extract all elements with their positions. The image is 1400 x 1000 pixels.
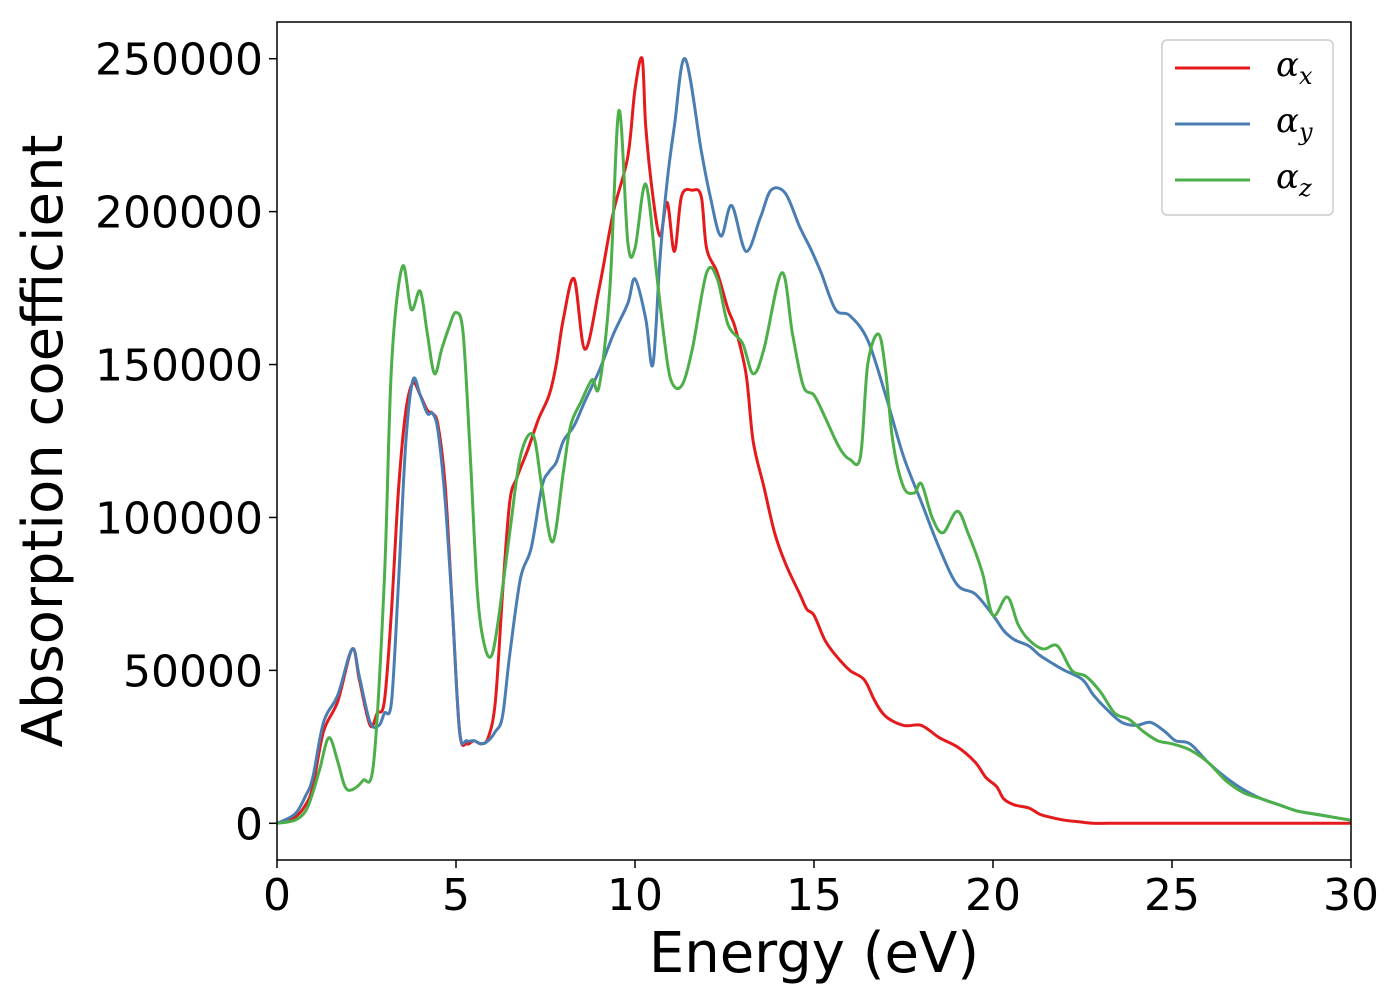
legend-subscript-alpha-x: x bbox=[1299, 62, 1313, 90]
x-tick-label: 30 bbox=[1323, 870, 1379, 921]
legend: αx αy αz bbox=[1161, 39, 1334, 216]
x-axis-ticks: 0 5 10 15 20 25 30 bbox=[263, 860, 1379, 921]
series-layer bbox=[276, 56, 1352, 825]
legend-symbol-alpha-y: α bbox=[1276, 101, 1299, 141]
legend-label-alpha-y: αy bbox=[1276, 101, 1313, 146]
legend-subscript-alpha-z: z bbox=[1298, 174, 1312, 202]
y-tick-label: 250000 bbox=[95, 35, 263, 86]
legend-symbol-alpha-z: α bbox=[1276, 157, 1299, 197]
legend-label-alpha-z: αz bbox=[1276, 157, 1312, 202]
legend-box bbox=[1161, 39, 1334, 216]
legend-symbol-alpha-x: α bbox=[1276, 45, 1299, 85]
x-tick-label: 0 bbox=[263, 870, 291, 921]
x-tick-label: 10 bbox=[607, 870, 663, 921]
series-line-alpha-z bbox=[276, 109, 1352, 825]
y-axis-ticks: 0 50000 100000 150000 200000 250000 bbox=[95, 35, 277, 850]
x-tick-label: 5 bbox=[442, 870, 470, 921]
x-tick-label: 25 bbox=[1144, 870, 1200, 921]
legend-entry-alpha-x: αx bbox=[1175, 45, 1313, 90]
y-tick-label: 150000 bbox=[95, 341, 263, 392]
y-tick-label: 0 bbox=[235, 799, 263, 850]
y-tick-label: 50000 bbox=[123, 646, 263, 697]
legend-entry-alpha-z: αz bbox=[1175, 157, 1312, 202]
x-tick-label: 20 bbox=[965, 870, 1021, 921]
y-tick-label: 100000 bbox=[95, 493, 263, 544]
x-axis-label: Energy (eV) bbox=[649, 921, 979, 986]
legend-subscript-alpha-y: y bbox=[1298, 118, 1313, 146]
y-axis-label: Absorption coefficient bbox=[11, 135, 76, 748]
x-tick-label: 15 bbox=[786, 870, 842, 921]
legend-entry-alpha-y: αy bbox=[1175, 101, 1313, 146]
y-tick-label: 200000 bbox=[95, 188, 263, 239]
series-line-alpha-y bbox=[276, 57, 1352, 825]
legend-label-alpha-x: αx bbox=[1276, 45, 1313, 90]
